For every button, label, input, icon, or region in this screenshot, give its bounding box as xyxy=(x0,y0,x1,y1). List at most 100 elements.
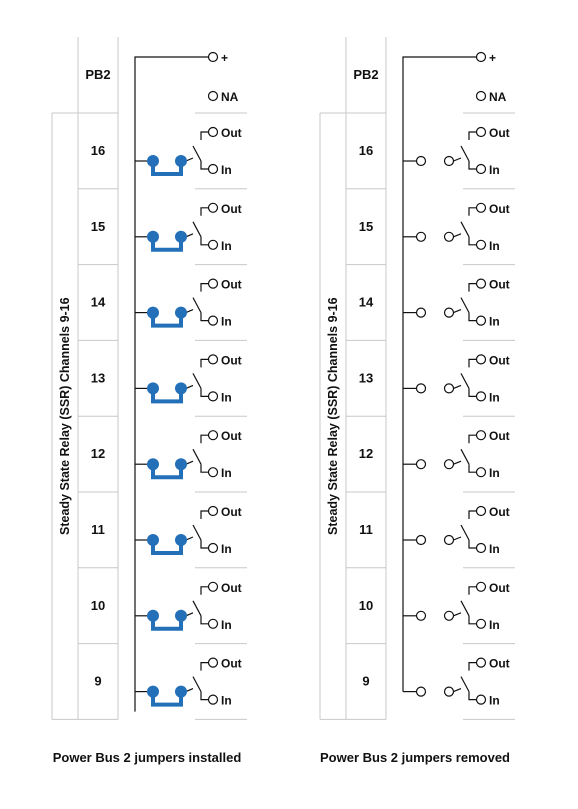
switch-top-wire xyxy=(468,510,477,519)
in-terminal xyxy=(207,618,219,629)
out-terminal xyxy=(475,505,487,517)
open-terminal-right xyxy=(443,610,455,621)
out-label: Out xyxy=(221,202,242,216)
side-title: Steady State Relay (SSR) Channels 9-16 xyxy=(58,297,72,535)
in-label: In xyxy=(221,466,232,480)
switch-blade xyxy=(192,448,202,465)
open-terminal-left xyxy=(415,534,427,546)
plus-label: + xyxy=(489,51,496,65)
jumper-pin-left xyxy=(147,609,159,622)
out-terminal xyxy=(207,126,219,138)
open-terminal-left xyxy=(415,610,427,621)
jumper-link xyxy=(151,615,183,631)
jumper-link xyxy=(151,540,183,555)
out-terminal xyxy=(475,354,487,365)
open-terminal-left xyxy=(415,231,427,242)
switch-blade xyxy=(192,600,202,617)
jumper-pin-left xyxy=(147,534,159,546)
switch-bottom-wire xyxy=(200,236,209,246)
switch-blade xyxy=(460,448,470,465)
in-label: In xyxy=(221,390,232,404)
channel-number: 10 xyxy=(91,598,105,613)
switch-top-wire xyxy=(468,283,477,292)
terminal-to-switch xyxy=(453,612,462,617)
na-terminal xyxy=(475,90,487,102)
in-label: In xyxy=(221,542,232,556)
switch-blade xyxy=(192,297,202,313)
in-terminal xyxy=(475,239,487,250)
in-label: In xyxy=(221,694,232,708)
channel-number: 9 xyxy=(94,674,101,689)
switch-bottom-wire xyxy=(200,161,209,170)
switch-bottom-wire xyxy=(200,615,209,625)
open-terminal-right xyxy=(443,534,455,546)
open-terminal-right xyxy=(443,383,455,394)
switch-blade xyxy=(460,221,470,238)
jumper-pin-left xyxy=(147,306,159,319)
jumper-pin-right xyxy=(175,306,187,319)
switch-bottom-wire xyxy=(200,388,209,397)
open-terminal-left xyxy=(415,155,427,167)
channel-number: 11 xyxy=(91,522,105,537)
jumper-pin-left xyxy=(147,382,159,395)
switch-blade xyxy=(460,524,470,541)
out-label: Out xyxy=(489,581,510,595)
jumper-pin-right xyxy=(175,685,187,698)
jumper-pin-right xyxy=(175,609,187,622)
out-terminal xyxy=(207,202,219,213)
in-label: In xyxy=(221,239,232,253)
jumper-link xyxy=(151,161,183,176)
out-terminal xyxy=(207,354,219,365)
in-terminal xyxy=(475,391,487,402)
na-label: NA xyxy=(221,90,239,104)
in-label: In xyxy=(221,315,232,329)
out-terminal xyxy=(475,581,487,592)
jumper-to-switch xyxy=(185,612,194,617)
switch-blade xyxy=(460,145,470,162)
jumper-to-switch xyxy=(185,309,194,314)
out-label: Out xyxy=(221,657,242,671)
out-label: Out xyxy=(489,429,510,443)
in-label: In xyxy=(489,239,500,253)
out-label: Out xyxy=(221,278,242,292)
jumper-link xyxy=(151,691,183,707)
out-terminal xyxy=(475,126,487,138)
channel-number: 12 xyxy=(359,446,373,461)
switch-bottom-wire xyxy=(468,236,477,246)
na-label: NA xyxy=(489,90,507,104)
in-label: In xyxy=(221,618,232,632)
channel-number: 15 xyxy=(91,219,105,234)
open-terminal-right xyxy=(443,686,455,697)
in-label: In xyxy=(489,315,500,329)
in-terminal xyxy=(475,542,487,554)
jumper-to-switch xyxy=(185,460,194,465)
in-terminal xyxy=(207,239,219,250)
switch-bottom-wire xyxy=(200,464,209,473)
switch-blade xyxy=(460,297,470,313)
out-terminal xyxy=(475,430,487,441)
switch-bottom-wire xyxy=(468,388,477,397)
open-terminal-right xyxy=(443,155,455,167)
switch-top-wire xyxy=(468,358,477,368)
out-label: Out xyxy=(221,581,242,595)
switch-bottom-wire xyxy=(468,615,477,625)
in-label: In xyxy=(489,163,500,177)
power-bus-line xyxy=(402,56,477,692)
open-terminal-right xyxy=(443,307,455,318)
in-label: In xyxy=(489,542,500,556)
out-label: Out xyxy=(221,505,242,519)
jumper-pin-left xyxy=(147,458,159,471)
jumper-to-switch xyxy=(185,384,194,389)
plus-terminal xyxy=(207,51,219,63)
out-terminal xyxy=(475,657,487,668)
switch-top-wire xyxy=(468,662,477,671)
jumper-link xyxy=(151,236,183,252)
terminal-to-switch xyxy=(453,233,462,238)
in-label: In xyxy=(221,163,232,177)
switch-top-wire xyxy=(200,207,209,216)
switch-bottom-wire xyxy=(468,691,477,701)
in-label: In xyxy=(489,694,500,708)
channel-number: 14 xyxy=(91,295,106,310)
channel-number: 9 xyxy=(362,674,369,689)
open-terminal-left xyxy=(415,307,427,318)
